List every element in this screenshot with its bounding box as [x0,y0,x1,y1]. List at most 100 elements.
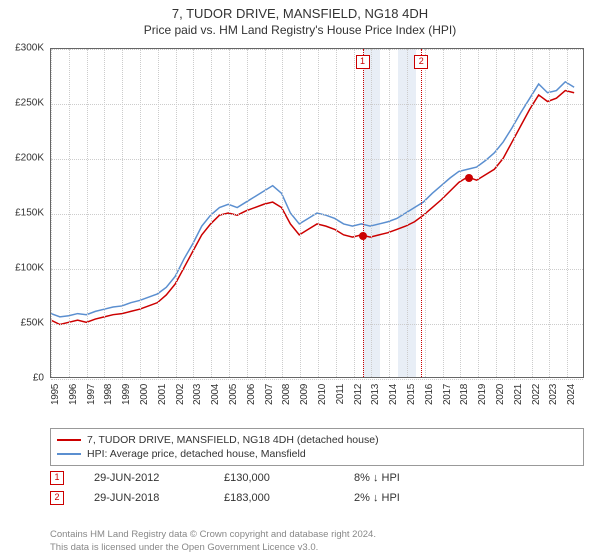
gridline-h [51,104,583,105]
gridline-v [282,49,283,377]
y-tick-label: £150K [15,208,44,219]
x-tick-label: 2021 [513,384,524,405]
y-tick-label: £100K [15,263,44,274]
gridline-v [122,49,123,377]
x-tick-label: 2007 [264,384,275,405]
x-tick-label: 1998 [103,384,114,405]
gridline-v [336,49,337,377]
attribution-footer: Contains HM Land Registry data © Crown c… [50,529,584,554]
x-tick-label: 2012 [353,384,364,405]
gridline-v [567,49,568,377]
legend-swatch [57,453,81,455]
gridline-v [514,49,515,377]
gridline-h [51,159,583,160]
sale-row-marker: 1 [50,471,64,485]
sale-marker-line [363,49,364,377]
x-axis: 1995 1996 1997 1998 1999 2000 2001 2002 2003 2004… [50,380,584,430]
footer-line: Contains HM Land Registry data © Crown c… [50,529,584,541]
sale-point-dot [465,174,473,182]
chart-subtitle: Price paid vs. HM Land Registry's House … [0,21,600,37]
chart-container: 7, TUDOR DRIVE, MANSFIELD, NG18 4DH Pric… [0,0,600,560]
gridline-v [104,49,105,377]
x-tick-label: 2020 [495,384,506,405]
gridline-v [354,49,355,377]
line-series-svg [51,49,583,377]
x-tick-label: 2000 [139,384,150,405]
y-axis: £0£50K£100K£150K£200K£250K£300K [0,48,48,378]
chart-title: 7, TUDOR DRIVE, MANSFIELD, NG18 4DH [0,0,600,21]
x-tick-label: 1999 [121,384,132,405]
gridline-v [69,49,70,377]
legend-label: HPI: Average price, detached house, Mans… [87,448,306,460]
x-tick-label: 2023 [548,384,559,405]
gridline-v [176,49,177,377]
gridline-v [140,49,141,377]
gridline-v [532,49,533,377]
sale-diff: 8% ↓ HPI [354,472,464,484]
sale-row-marker: 2 [50,491,64,505]
legend-item: HPI: Average price, detached house, Mans… [57,447,577,461]
gridline-h [51,49,583,50]
sale-date: 29-JUN-2012 [94,472,204,484]
x-tick-label: 2010 [317,384,328,405]
gridline-h [51,214,583,215]
sale-point-dot [359,232,367,240]
legend-label: 7, TUDOR DRIVE, MANSFIELD, NG18 4DH (det… [87,434,379,446]
sale-price: £183,000 [224,492,334,504]
gridline-v [478,49,479,377]
x-tick-label: 2001 [157,384,168,405]
x-tick-label: 2004 [210,384,221,405]
gridline-v [425,49,426,377]
gridline-v [300,49,301,377]
y-tick-label: £50K [21,318,44,329]
x-tick-label: 1996 [68,384,79,405]
sale-diff: 2% ↓ HPI [354,492,464,504]
x-tick-label: 2017 [442,384,453,405]
legend-swatch [57,439,81,441]
x-tick-label: 2009 [299,384,310,405]
legend-item: 7, TUDOR DRIVE, MANSFIELD, NG18 4DH (det… [57,433,577,447]
footer-line: This data is licensed under the Open Gov… [50,542,584,554]
x-tick-label: 2024 [566,384,577,405]
sale-price: £130,000 [224,472,334,484]
gridline-v [443,49,444,377]
gridline-v [407,49,408,377]
gridline-v [318,49,319,377]
gridline-v [496,49,497,377]
sale-table: 1 29-JUN-2012 £130,000 8% ↓ HPI 2 29-JUN-2018… [50,468,584,508]
y-tick-label: £0 [33,373,44,384]
x-tick-label: 2002 [175,384,186,405]
y-tick-label: £250K [15,98,44,109]
gridline-v [158,49,159,377]
y-tick-label: £200K [15,153,44,164]
gridline-v [549,49,550,377]
x-tick-label: 2016 [424,384,435,405]
sale-marker-box: 1 [356,55,370,69]
x-tick-label: 2003 [192,384,203,405]
sale-date: 29-JUN-2018 [94,492,204,504]
x-tick-label: 1997 [86,384,97,405]
plot-area: 12 [50,48,584,378]
x-tick-label: 2022 [531,384,542,405]
gridline-v [87,49,88,377]
sale-marker-line [421,49,422,377]
gridline-v [229,49,230,377]
gridline-v [371,49,372,377]
x-tick-label: 1995 [50,384,61,405]
x-tick-label: 2006 [246,384,257,405]
x-tick-label: 2015 [406,384,417,405]
x-tick-label: 2008 [281,384,292,405]
x-tick-label: 2011 [335,384,346,404]
x-tick-label: 2005 [228,384,239,405]
gridline-h [51,269,583,270]
gridline-v [51,49,52,377]
gridline-v [460,49,461,377]
gridline-v [247,49,248,377]
gridline-v [193,49,194,377]
gridline-h [51,324,583,325]
gridline-v [211,49,212,377]
sale-marker-box: 2 [414,55,428,69]
legend: 7, TUDOR DRIVE, MANSFIELD, NG18 4DH (det… [50,428,584,466]
sale-row: 1 29-JUN-2012 £130,000 8% ↓ HPI [50,468,584,488]
x-tick-label: 2018 [459,384,470,405]
